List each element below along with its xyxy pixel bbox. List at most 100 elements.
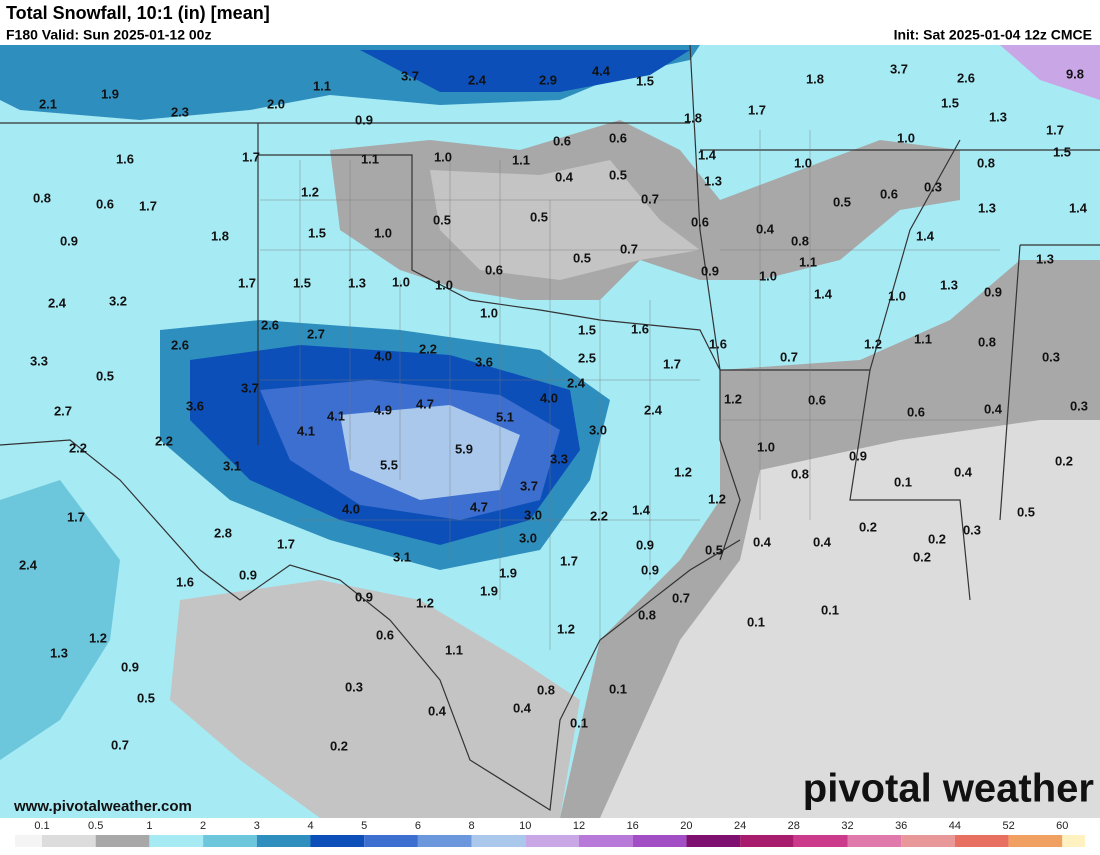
snow-label: 1.3	[940, 277, 958, 292]
snow-label: 0.5	[833, 194, 851, 209]
legend-tick-label: 36	[895, 820, 907, 832]
snow-label: 1.0	[374, 225, 392, 240]
snow-label: 3.0	[519, 530, 537, 545]
snow-label: 1.5	[941, 95, 959, 110]
snow-label: 0.9	[355, 112, 373, 127]
legend-tick-label: 44	[949, 820, 961, 832]
snow-label: 0.4	[753, 534, 772, 549]
snow-label: 1.7	[748, 102, 766, 117]
legend-tick-label: 12	[573, 820, 585, 832]
snow-label: 5.9	[455, 441, 473, 456]
snow-label: 1.0	[757, 439, 775, 454]
snow-label: 0.2	[859, 519, 877, 534]
snow-label: 0.8	[638, 607, 656, 622]
snow-label: 0.4	[954, 464, 973, 479]
legend-swatch	[686, 835, 741, 847]
snow-label: 0.5	[96, 368, 114, 383]
snow-label: 1.0	[794, 155, 812, 170]
snow-label: 1.3	[978, 200, 996, 215]
snow-label: 0.6	[808, 392, 826, 407]
snow-label: 2.4	[48, 295, 67, 310]
snow-label: 2.4	[468, 72, 487, 87]
legend-tick-label: 8	[469, 820, 475, 832]
init-time: Init: Sat 2025-01-04 12z CMCE	[894, 27, 1092, 43]
snow-label: 2.4	[567, 375, 586, 390]
snow-label: 2.7	[54, 403, 72, 418]
title: Total Snowfall, 10:1 (in) [mean]	[6, 3, 270, 23]
snow-label: 0.1	[570, 715, 588, 730]
snow-label: 5.1	[496, 409, 514, 424]
snow-label: 1.2	[674, 464, 692, 479]
snow-label: 0.9	[641, 562, 659, 577]
snow-label: 1.2	[89, 630, 107, 645]
snow-label: 0.8	[791, 233, 809, 248]
legend-swatch	[740, 835, 794, 847]
snow-label: 1.8	[684, 110, 702, 125]
snow-label: 1.2	[864, 336, 882, 351]
legend-swatch	[954, 835, 1009, 847]
snow-label: 3.3	[30, 353, 48, 368]
county-lines	[260, 130, 1000, 650]
snow-band	[340, 405, 520, 500]
snow-label: 1.4	[916, 228, 935, 243]
snow-label: 0.2	[913, 549, 931, 564]
snow-label: 0.6	[96, 196, 114, 211]
snow-label: 0.6	[553, 133, 571, 148]
snow-label: 0.3	[963, 522, 981, 537]
snow-label: 1.0	[392, 274, 410, 289]
snow-label: 1.4	[632, 502, 651, 517]
snow-label: 1.0	[888, 288, 906, 303]
snow-label: 3.1	[393, 549, 411, 564]
snow-label: 1.6	[631, 321, 649, 336]
snow-label: 1.2	[724, 391, 742, 406]
snow-label: 1.7	[277, 536, 295, 551]
snow-label: 4.0	[540, 390, 558, 405]
snow-label: 1.5	[293, 275, 311, 290]
map	[0, 44, 1100, 818]
snow-label: 1.2	[557, 621, 575, 636]
snow-label: 0.8	[791, 466, 809, 481]
snow-label: 4.4	[592, 63, 611, 78]
snow-label: 0.7	[780, 349, 798, 364]
snow-label: 0.1	[894, 474, 912, 489]
snow-label: 1.3	[50, 645, 68, 660]
snow-label: 0.6	[880, 186, 898, 201]
snow-label: 2.9	[539, 72, 557, 87]
snow-label: 3.7	[401, 68, 419, 83]
snow-label: 1.7	[139, 198, 157, 213]
snow-label: 3.6	[186, 398, 204, 413]
snow-label: 1.8	[211, 228, 229, 243]
snow-label: 0.6	[907, 404, 925, 419]
snow-label: 2.7	[307, 326, 325, 341]
legend-tick-label: 28	[788, 820, 800, 832]
snow-label: 0.5	[137, 690, 155, 705]
snow-label: 0.6	[485, 262, 503, 277]
snow-label: 3.2	[109, 293, 127, 308]
legend-swatch	[901, 835, 955, 847]
snow-label: 3.3	[550, 451, 568, 466]
valid-time: F180 Valid: Sun 2025-01-12 00z	[6, 27, 211, 43]
snow-label: 2.2	[155, 433, 173, 448]
legend-tick-label: 2	[200, 820, 206, 832]
light-snow-area	[600, 420, 1100, 818]
snow-label: 4.1	[297, 423, 315, 438]
snow-label: 4.0	[374, 348, 392, 363]
snow-label: 1.1	[361, 151, 379, 166]
snow-label: 1.2	[301, 184, 319, 199]
snow-label: 1.3	[348, 275, 366, 290]
snow-label: 0.6	[609, 130, 627, 145]
legend-tick-label: 52	[1002, 820, 1014, 832]
legend-swatch	[15, 835, 42, 847]
legend-tick-label: 5	[361, 820, 367, 832]
snow-label: 0.1	[821, 602, 839, 617]
map-labels: 2.1 1.9 2.3 2.0 1.1 3.7 2.4 2.9 4.4 1.5 1.8 3.7 2.6 9…	[19, 61, 1088, 753]
snow-label: 1.3	[704, 173, 722, 188]
snow-label: 1.5	[308, 225, 326, 240]
snow-label: 0.7	[111, 737, 129, 752]
border	[0, 44, 1100, 812]
snow-label: 1.6	[116, 151, 134, 166]
snow-label: 0.9	[984, 284, 1002, 299]
legend-swatch	[417, 835, 472, 847]
snow-label: 1.7	[560, 553, 578, 568]
